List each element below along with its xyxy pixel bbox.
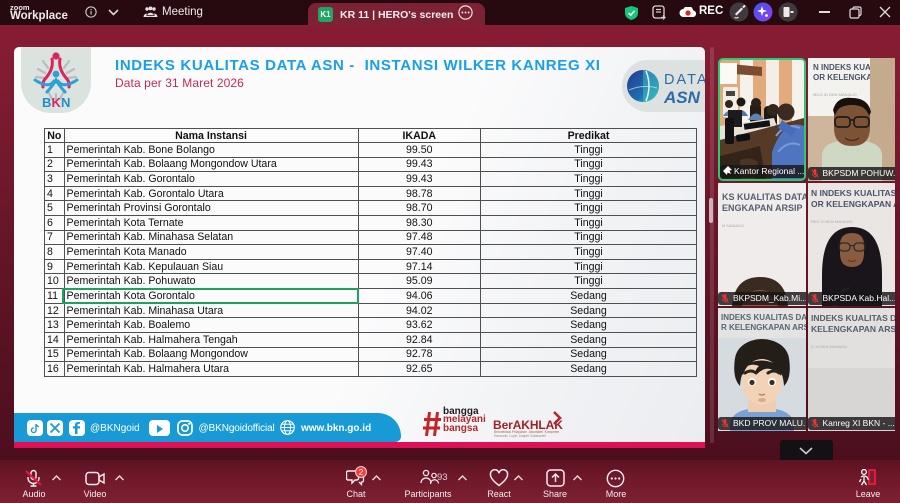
svg-text:N INDEKS KUALITAS DAT: N INDEKS KUALITAS DAT [813, 63, 896, 72]
svg-text:REG XI BKN MANADO: REG XI BKN MANADO [811, 219, 853, 224]
svg-text:OR KELENGKAPAN ARSI: OR KELENGKAPAN ARSI [811, 199, 896, 209]
svg-text:R KELENGKAPAN ARSIP: R KELENGKAPAN ARSIP [721, 323, 806, 332]
svg-text:ENGKAPAN ARSIP: ENGKAPAN ARSIP [722, 203, 803, 213]
svg-text:INDEKS KUALITAS DATA: INDEKS KUALITAS DATA [811, 313, 896, 323]
svg-text:KS KUALITAS DATA: KS KUALITAS DATA [722, 192, 806, 202]
svg-text:ASN: ASN [663, 88, 701, 107]
svg-text:K: K [52, 95, 62, 110]
svg-text:N: N [61, 95, 70, 110]
svg-text:KELENGKAPAN ARSIP: KELENGKAPAN ARSIP [811, 324, 896, 334]
svg-text:M MANADO: M MANADO [722, 223, 744, 228]
svg-text:DATA: DATA [664, 72, 705, 88]
svg-text:OR KELENGKAPAN ARSIP: OR KELENGKAPAN ARSIP [813, 73, 896, 82]
svg-text:G XI BKN MANADO: G XI BKN MANADO [811, 344, 847, 349]
svg-text:INDEKS KUALITAS DATA: INDEKS KUALITAS DATA [721, 313, 806, 322]
svg-text:B: B [42, 95, 51, 110]
svg-text:N INDEKS KUALITAS DA: N INDEKS KUALITAS DA [811, 188, 896, 198]
svg-text:MILG ID DKN MANALIO: MILG ID DKN MANALIO [813, 92, 857, 97]
